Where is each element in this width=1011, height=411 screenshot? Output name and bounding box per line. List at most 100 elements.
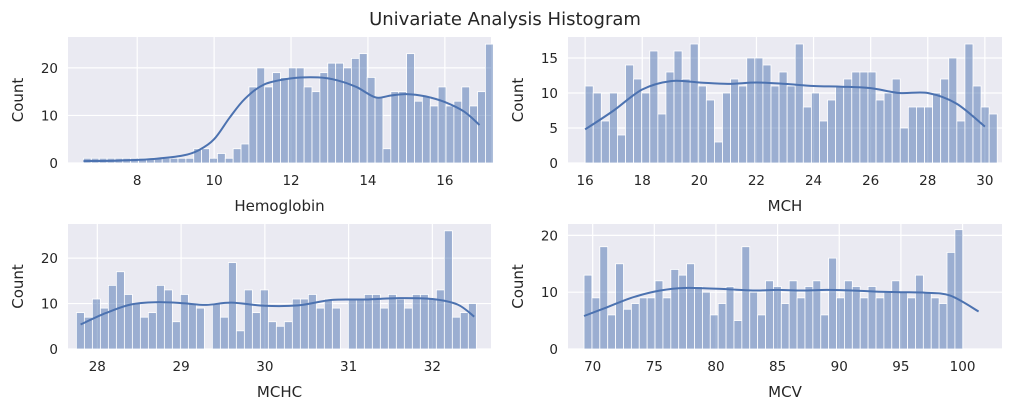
- histogram-bar: [770, 85, 780, 164]
- histogram-bar: [754, 57, 764, 164]
- kde-line: [80, 297, 475, 326]
- chart-mch: 16 18 20 22 24 26 28 30 0 5 10 15 MCH Count: [509, 37, 1002, 215]
- x-tick-label: 85: [769, 359, 786, 375]
- x-tick-label: 31: [340, 359, 357, 375]
- histogram-bar: [406, 53, 415, 164]
- histogram-bar: [429, 105, 439, 164]
- histogram-bar: [722, 92, 731, 164]
- x-tick-label: 18: [634, 173, 651, 189]
- histogram-bar: [319, 72, 329, 164]
- y-tick-label: 5: [549, 121, 558, 137]
- y-axis-label: Count: [509, 78, 527, 123]
- y-tick-label: 0: [549, 342, 558, 358]
- histogram-bar: [315, 307, 325, 350]
- histogram-bar: [972, 85, 982, 164]
- y-tick-label: 10: [541, 285, 558, 301]
- histogram-bar: [922, 291, 932, 350]
- histogram-bar: [187, 303, 197, 350]
- histogram-bar: [421, 96, 431, 164]
- histogram-bar: [657, 113, 667, 164]
- histogram-bar: [259, 289, 269, 350]
- histogram-bar: [366, 77, 376, 164]
- histogram-bar: [295, 67, 305, 164]
- histogram-bar: [875, 297, 885, 350]
- y-tick-label: 0: [49, 342, 58, 358]
- histogram-bar: [155, 284, 165, 350]
- histogram-bar: [694, 286, 703, 350]
- histogram-bar: [201, 148, 210, 164]
- kde-line: [584, 79, 986, 131]
- histogram-bar: [741, 246, 751, 350]
- histogram-bar: [730, 78, 740, 164]
- y-tick-label: 10: [41, 108, 58, 124]
- histogram-bar: [311, 91, 321, 164]
- histogram-bar: [836, 297, 845, 350]
- y-tick-label: 20: [41, 61, 58, 77]
- histogram-bar: [115, 271, 125, 350]
- x-tick-label: 75: [646, 359, 663, 375]
- histogram-bar: [762, 64, 772, 164]
- histogram-bar: [235, 330, 245, 350]
- histogram-bar: [485, 43, 494, 164]
- x-tick-label: 70: [584, 359, 601, 375]
- histogram-bar: [390, 91, 400, 164]
- histogram-bar: [363, 294, 373, 350]
- x-tick-label: 28: [89, 359, 106, 375]
- histogram-bar: [459, 312, 469, 350]
- histogram-bar: [195, 307, 205, 350]
- histogram-bar: [371, 294, 381, 350]
- histogram-bar: [980, 106, 990, 164]
- histogram-bar: [219, 316, 229, 350]
- histogram-bar: [256, 67, 266, 164]
- histogram-bar: [686, 263, 695, 350]
- histogram-bar: [819, 120, 828, 164]
- histogram-bar: [725, 286, 735, 350]
- histogram-bar: [733, 320, 743, 350]
- histogram-bar: [583, 274, 593, 350]
- histogram-bar: [451, 316, 461, 350]
- histogram-bar: [827, 99, 837, 164]
- histogram-bar: [697, 85, 707, 164]
- histogram-bar: [859, 71, 869, 164]
- histogram-bar: [323, 298, 333, 350]
- x-tick-label: 22: [748, 173, 765, 189]
- histogram-bar: [738, 85, 748, 164]
- histogram-bar: [891, 78, 901, 164]
- histogram-bar: [948, 57, 958, 164]
- histogram-bar: [347, 298, 357, 350]
- histogram-bar: [883, 92, 893, 164]
- histogram-bar: [331, 307, 341, 350]
- histogram-bar: [662, 297, 672, 350]
- histogram-bar: [956, 120, 966, 164]
- histogram-bar: [107, 284, 117, 350]
- histogram-bar: [625, 64, 635, 164]
- histogram-bar: [678, 274, 688, 350]
- histogram-bar: [615, 263, 624, 350]
- histogram-bar: [867, 71, 877, 164]
- histogram-bar: [395, 298, 405, 350]
- histogram-bar: [843, 78, 853, 164]
- histogram-bar: [670, 269, 680, 350]
- histogram-bar: [757, 314, 766, 350]
- histogram-bar: [185, 157, 195, 164]
- x-tick-label: 28: [919, 173, 936, 189]
- histogram-bar: [964, 43, 974, 164]
- x-tick-label: 80: [707, 359, 724, 375]
- histogram-bar: [275, 325, 285, 350]
- histogram-bar: [709, 314, 719, 350]
- histogram-bar: [224, 157, 234, 164]
- histogram-bar: [177, 157, 187, 164]
- histogram-bar: [211, 303, 221, 350]
- histogram-bar: [899, 291, 908, 350]
- histogram-bar: [646, 297, 656, 350]
- histogram-bar: [280, 77, 289, 164]
- histogram-bar: [786, 85, 796, 164]
- x-tick-label: 26: [862, 173, 879, 189]
- histogram-bar: [147, 312, 157, 350]
- histogram-bar: [623, 308, 632, 350]
- histogram-bar: [272, 72, 281, 164]
- histogram-bar: [638, 297, 648, 350]
- histogram-bar: [940, 78, 950, 164]
- histogram-bar: [163, 289, 173, 350]
- y-tick-label: 20: [41, 251, 58, 267]
